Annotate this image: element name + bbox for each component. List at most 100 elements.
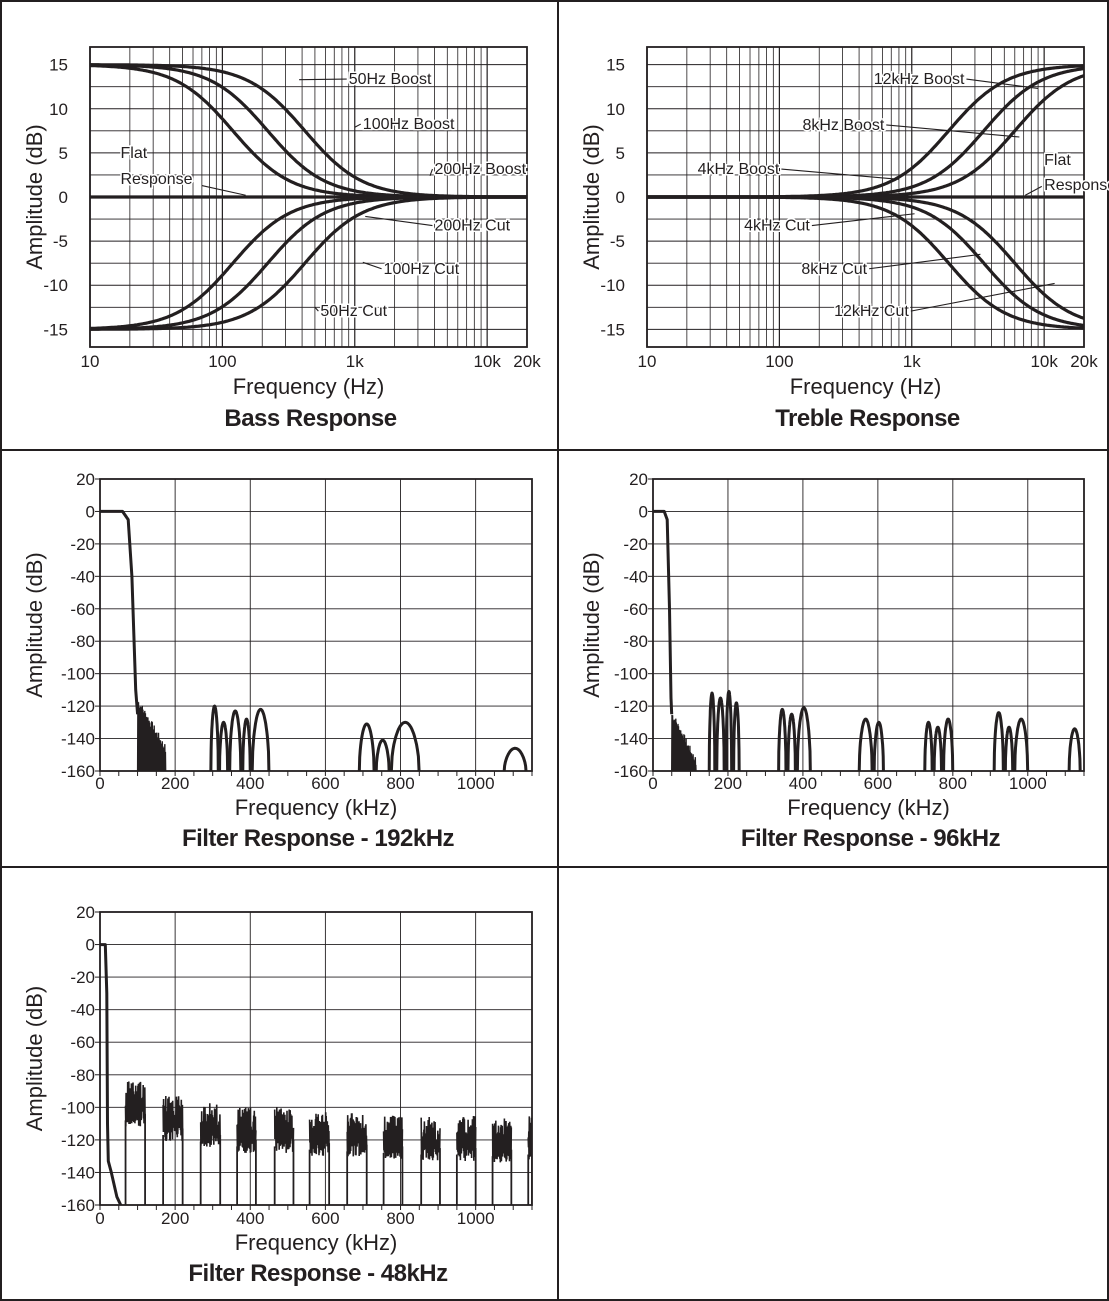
- series-stopband-band: [124, 1081, 146, 1127]
- bass-response-chart: 10 100 1k 10k 20k 15 10 5 0 -5 -10 -15 Frequency (Hz…: [22, 46, 541, 432]
- series-stopband-lobe: [992, 711, 1005, 771]
- y-tick-label: -20: [623, 535, 648, 554]
- annotation-leader: [811, 213, 915, 227]
- series-stopband-lobe: [209, 704, 220, 771]
- series-stopband-lobe: [786, 712, 797, 771]
- series-stopband-lobe: [942, 717, 955, 771]
- series-line-12khz-cut: [647, 195, 1085, 320]
- filter-96k-chart: 0 200 400 600 800 1000200-20-40-60-80-100-120…: [579, 470, 1085, 852]
- annotation-label: 200Hz Boost: [434, 161, 526, 178]
- y-tick-label: -60: [70, 600, 95, 619]
- series-group: [653, 509, 1082, 771]
- x-tick-label: 200: [161, 774, 189, 793]
- series-group: [100, 943, 532, 1205]
- x-tick-label: 100: [208, 352, 236, 371]
- x-tick-label: 1k: [346, 352, 364, 371]
- y-tick-label: 20: [76, 903, 95, 922]
- series-stopband-lobe: [857, 717, 874, 771]
- series-transition-noise: [671, 714, 697, 771]
- x-tick-label: 20k: [1070, 352, 1098, 371]
- annotation-label: 200Hz Cut: [434, 218, 510, 235]
- x-tick-label: 100: [765, 352, 793, 371]
- x-tick-label: 1000: [1009, 774, 1047, 793]
- annotation-leader: [869, 253, 981, 270]
- series-stopband-lobe: [228, 709, 243, 771]
- series-stopband-lobe: [777, 707, 788, 771]
- y-tick-label: -100: [61, 665, 95, 684]
- y-tick-label: 5: [59, 144, 68, 163]
- annotation-leader: [362, 261, 382, 270]
- chart-title: Treble Response: [775, 405, 960, 432]
- chart-grid: [95, 911, 533, 1210]
- plot-area-border: [652, 478, 1085, 772]
- y-tick-label: -40: [623, 567, 648, 586]
- x-tick-label: 10: [81, 352, 100, 371]
- y-tick-label: -15: [43, 320, 68, 339]
- series-stopband-lobe: [795, 706, 812, 771]
- series-stopband-lobe: [872, 720, 885, 771]
- flat-response-label: Response: [121, 171, 193, 188]
- y-tick-label: 0: [86, 936, 95, 955]
- x-tick-label: 400: [236, 1209, 264, 1228]
- x-tick-label: 200: [161, 1209, 189, 1228]
- series-stopband-band: [382, 1115, 404, 1159]
- x-tick-label: 600: [311, 774, 339, 793]
- annotation-label: 12kHz Boost: [874, 71, 965, 88]
- y-tick-label: -120: [61, 1131, 95, 1150]
- y-tick-label: -120: [61, 697, 95, 716]
- series-stopband-band: [420, 1116, 441, 1161]
- x-tick-label: 0: [95, 774, 104, 793]
- series-stopband-band: [273, 1107, 295, 1153]
- annotation-label: 4kHz Boost: [698, 161, 780, 178]
- x-axis-label: Frequency (Hz): [790, 374, 942, 399]
- x-tick-label: 10k: [1030, 352, 1058, 371]
- series-stopband-lobe: [932, 725, 944, 771]
- x-tick-label: 600: [864, 774, 892, 793]
- y-tick-label: 5: [616, 144, 625, 163]
- y-tick-label: -80: [70, 632, 95, 651]
- y-tick-label: 0: [86, 502, 95, 521]
- plot-area-border: [99, 911, 533, 1206]
- x-tick-label: 10: [638, 352, 657, 371]
- series-stopband-band: [346, 1113, 368, 1157]
- y-tick-label: 20: [76, 470, 95, 489]
- x-tick-label: 400: [789, 774, 817, 793]
- series-stopband-band: [491, 1118, 513, 1163]
- y-tick-label: -160: [614, 762, 648, 781]
- series-stopband-lobe: [707, 691, 717, 771]
- panel-frame-empty: [557, 866, 1109, 1301]
- x-tick-label: 200: [714, 774, 742, 793]
- series-stopband-band: [199, 1103, 221, 1147]
- annotation-label: 100Hz Cut: [384, 261, 460, 278]
- series-stopband-lobe: [374, 738, 391, 771]
- flat-response-label: Flat: [1044, 152, 1071, 169]
- series-transition-noise: [136, 701, 167, 771]
- y-tick-label: -100: [61, 1098, 95, 1117]
- series-stopband-lobe: [923, 720, 934, 771]
- series-stopband-band: [162, 1095, 184, 1142]
- annotation-label: 4kHz Cut: [744, 218, 810, 235]
- series-stopband-band: [236, 1107, 257, 1153]
- series-passband: [653, 509, 674, 715]
- series-stopband-band: [308, 1112, 330, 1156]
- filter-48k-chart: 0 200 400 600 800 1000200-20-40-60-80-100-120…: [22, 903, 533, 1287]
- y-tick-label: -10: [43, 276, 68, 295]
- series-passband: [100, 943, 123, 1205]
- x-axis-label: Frequency (Hz): [233, 374, 385, 399]
- filter-192k-chart: 0 200 400 600 800 1000200-20-40-60-80-100-120…: [22, 470, 533, 852]
- x-tick-label: 1000: [457, 1209, 495, 1228]
- annotation-label: 8kHz Boost: [802, 117, 884, 134]
- y-tick-label: -20: [70, 535, 95, 554]
- chart-title: Bass Response: [224, 405, 396, 432]
- series-stopband-lobe: [250, 707, 271, 771]
- x-tick-label: 1000: [457, 774, 495, 793]
- series-stopband-band: [456, 1115, 477, 1162]
- y-tick-label: -160: [61, 1196, 95, 1215]
- x-axis-label: Frequency (kHz): [787, 795, 950, 820]
- y-axis-label: Amplitude (dB): [22, 124, 47, 270]
- series-passband: [100, 509, 140, 715]
- y-tick-label: 15: [49, 56, 68, 75]
- annotation-label: 12kHz Cut: [834, 303, 909, 320]
- y-axis-label: Amplitude (dB): [22, 552, 47, 698]
